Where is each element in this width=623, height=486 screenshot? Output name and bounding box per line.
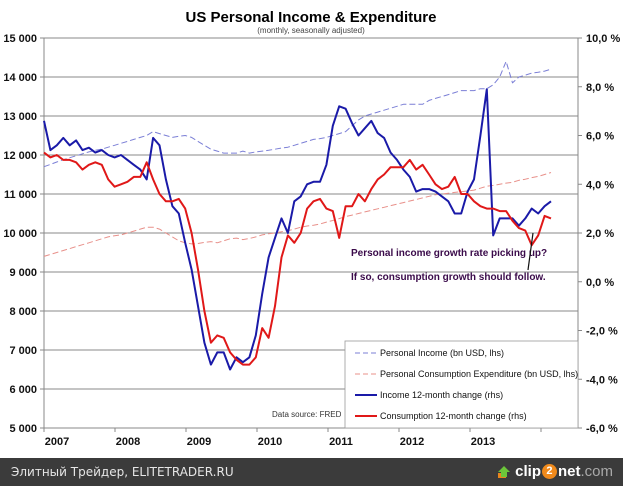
legend: Personal Income (bn USD, lhs) Personal C… (344, 340, 579, 429)
logo-text-clip: clip (515, 463, 541, 480)
legend-label-personal-income: Personal Income (bn USD, lhs) (380, 348, 504, 358)
legend-label-income-change: Income 12-month change (rhs) (380, 390, 503, 400)
x-axis-ticks: 2007 2008 2009 2010 2011 2012 2013 (43, 428, 542, 448)
upload-arrow-icon (498, 465, 511, 478)
x-tick-label: 2007 (45, 436, 69, 448)
left-tick-label: 15 000 (3, 33, 37, 45)
x-tick-label: 2009 (187, 436, 211, 448)
data-source-note: Data source: FRED (272, 410, 342, 419)
chart-subtitle: (monthly, seasonally adjusted) (257, 26, 365, 35)
x-tick-label: 2012 (400, 436, 424, 448)
left-tick-label: 8 000 (9, 306, 37, 318)
left-tick-label: 14 000 (3, 72, 37, 84)
x-tick-label: 2010 (258, 436, 282, 448)
series-line-2 (43, 88, 552, 371)
left-tick-label: 13 000 (3, 111, 37, 123)
chart-title: US Personal Income & Expenditure (186, 9, 437, 26)
logo-text-two: 2 (541, 464, 557, 479)
x-tick-label: 2008 (116, 436, 140, 448)
right-tick-label: 0,0 % (586, 277, 614, 289)
right-tick-label: 6,0 % (586, 131, 614, 143)
annotation-line-1: Personal income growth rate picking up? (351, 248, 547, 259)
series-line-3 (43, 151, 552, 366)
annotation-pointer (527, 232, 534, 271)
series-lines (43, 60, 552, 371)
left-tick-label: 9 000 (9, 267, 37, 279)
series-line-1 (43, 172, 552, 257)
right-tick-label: -6,0 % (586, 423, 618, 435)
legend-label-consumption-change: Consumption 12-month change (rhs) (380, 411, 527, 421)
x-tick-label: 2013 (471, 436, 495, 448)
left-tick-label: 6 000 (9, 384, 37, 396)
left-tick-label: 5 000 (9, 423, 37, 435)
legend-label-consumption-expenditure: Personal Consumption Expenditure (bn USD… (380, 369, 578, 379)
x-tick-label: 2011 (329, 436, 353, 448)
left-tick-label: 7 000 (9, 345, 37, 357)
right-tick-label: -2,0 % (586, 326, 618, 338)
series-line-0 (43, 60, 552, 168)
gridlines (44, 37, 578, 390)
chart: US Personal Income & Expenditure (monthl… (3, 9, 620, 448)
footer-site-text: Элитный Трейдер, ELITETRADER.RU (11, 465, 234, 479)
left-tick-label: 10 000 (3, 228, 37, 240)
logo-text-dotcom: .com (580, 463, 613, 480)
left-tick-label: 12 000 (3, 150, 37, 162)
right-tick-label: -4,0 % (586, 374, 618, 386)
annotation-line-2: If so, consumption growth should follow. (351, 272, 546, 283)
footer-bar: Элитный Трейдер, ELITETRADER.RU clip 2 net… (0, 458, 623, 486)
right-tick-label: 4,0 % (586, 179, 614, 191)
right-tick-label: 10,0 % (586, 33, 620, 45)
legend-box (344, 340, 579, 429)
right-tick-label: 8,0 % (586, 82, 614, 94)
clip2net-logo: clip 2 net .com (497, 463, 613, 480)
logo-text-net: net (557, 463, 581, 480)
left-tick-label: 11 000 (4, 189, 37, 201)
left-axis-ticks: 5 000 6 000 7 000 8 000 9 000 10 000 11 000 12 … (3, 33, 44, 435)
right-tick-label: 2,0 % (586, 228, 614, 240)
right-axis-ticks: -6,0 % -4,0 % -2,0 % 0,0 % 2,0 % 4,0 % 6,0 % 8,… (578, 33, 620, 435)
